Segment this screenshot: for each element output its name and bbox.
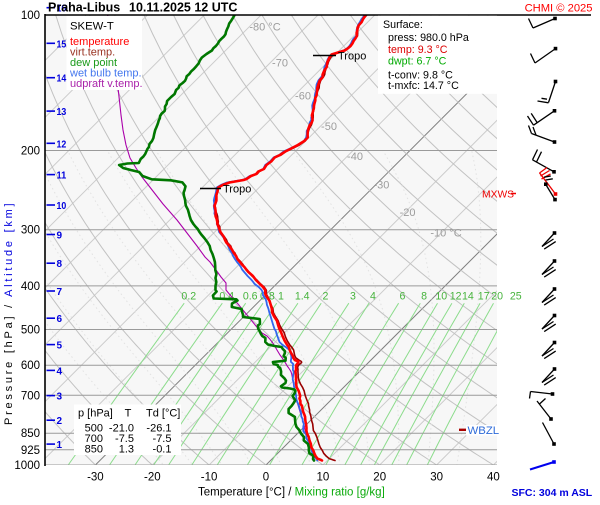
svg-text:1: 1 [278, 291, 284, 303]
svg-text:12: 12 [450, 291, 462, 303]
svg-text:-26.1: -26.1 [146, 423, 171, 435]
svg-text:4: 4 [370, 291, 376, 303]
svg-text:temperature: temperature [70, 36, 129, 48]
svg-text:10.11.2025 12 UTC: 10.11.2025 12 UTC [129, 1, 237, 15]
svg-text:-7.5: -7.5 [115, 433, 134, 445]
svg-text:-80 °C: -80 °C [249, 22, 280, 34]
svg-text:20: 20 [373, 472, 386, 484]
svg-text:30: 30 [430, 472, 443, 484]
svg-text:20: 20 [491, 291, 503, 303]
svg-text:-30: -30 [87, 472, 104, 484]
svg-text:MXWS: MXWS [482, 190, 514, 201]
svg-text:850: 850 [85, 444, 103, 456]
svg-text:7: 7 [57, 287, 63, 298]
svg-text:virt.temp.: virt.temp. [70, 47, 115, 59]
svg-text:200: 200 [21, 146, 40, 158]
svg-text:-50: -50 [321, 121, 337, 133]
svg-text:WBZL: WBZL [468, 425, 500, 437]
svg-text:-20: -20 [144, 472, 161, 484]
svg-text:8: 8 [57, 259, 63, 270]
svg-text:dew point: dew point [70, 57, 117, 69]
svg-text:700: 700 [85, 433, 103, 445]
svg-text:press: 980.0 hPa: press: 980.0 hPa [388, 32, 469, 44]
svg-text:13: 13 [57, 107, 67, 118]
svg-text:t-mxfc: 14.7 °C: t-mxfc: 14.7 °C [388, 80, 459, 92]
svg-text:10: 10 [57, 201, 67, 212]
svg-text:-30: -30 [373, 180, 389, 192]
svg-text:600: 600 [21, 360, 40, 372]
svg-text:-60: -60 [295, 91, 311, 103]
svg-text:Surface:: Surface: [383, 19, 423, 31]
svg-text:17: 17 [478, 291, 490, 303]
svg-text:300: 300 [21, 225, 40, 237]
svg-text:-21.0: -21.0 [109, 423, 134, 435]
svg-text:4: 4 [57, 366, 63, 377]
svg-text:5: 5 [57, 341, 63, 352]
svg-text:dwpt: 6.7 °C: dwpt: 6.7 °C [388, 56, 447, 68]
svg-text:1.4: 1.4 [295, 291, 310, 303]
svg-text:t-conv: 9.8 °C: t-conv: 9.8 °C [388, 70, 453, 82]
svg-text:500: 500 [85, 423, 103, 435]
svg-text:0: 0 [263, 472, 269, 484]
svg-text:temp: 9.3 °C: temp: 9.3 °C [388, 44, 448, 56]
svg-text:14: 14 [57, 74, 67, 85]
svg-text:700: 700 [21, 390, 40, 402]
svg-text:-10: -10 [201, 472, 218, 484]
svg-text:-70: -70 [272, 58, 288, 70]
svg-text:0.6: 0.6 [243, 291, 258, 303]
svg-text:-0.1: -0.1 [153, 444, 172, 456]
svg-text:-7.5: -7.5 [153, 433, 172, 445]
svg-text:10: 10 [435, 291, 447, 303]
svg-text:Tropo: Tropo [223, 184, 251, 196]
svg-text:0.2: 0.2 [181, 291, 196, 303]
svg-text:-20: -20 [400, 207, 416, 219]
svg-text:Td [°C]: Td [°C] [146, 408, 180, 420]
svg-text:10: 10 [317, 472, 330, 484]
svg-text:15: 15 [57, 39, 67, 50]
svg-text:udpraft v.temp.: udpraft v.temp. [70, 78, 143, 90]
svg-text:3: 3 [57, 392, 63, 403]
svg-text:Temperature [°C] / Mixing ra: Temperature [°C] / Mixing ratio [g/kg] [198, 487, 385, 499]
svg-text:25: 25 [510, 291, 522, 303]
svg-text:SFC: 304 m ASL: SFC: 304 m ASL [512, 487, 593, 499]
svg-text:p [hPa]: p [hPa] [78, 408, 113, 420]
svg-text:-10 °C: -10 °C [430, 227, 461, 239]
svg-text:6: 6 [400, 291, 406, 303]
svg-text:3: 3 [350, 291, 356, 303]
svg-text:Pressure [hPa] / Altitude [km]: Pressure [hPa] / Altitude [km] [3, 201, 15, 425]
svg-text:16: 16 [57, 4, 67, 15]
svg-text:400: 400 [21, 281, 40, 293]
svg-text:-40: -40 [347, 151, 363, 163]
svg-text:925: 925 [21, 445, 40, 457]
svg-text:SKEW-T: SKEW-T [70, 21, 114, 33]
svg-text:11: 11 [57, 171, 67, 182]
svg-text:T: T [125, 408, 132, 420]
svg-text:2: 2 [322, 291, 328, 303]
svg-text:850: 850 [21, 428, 40, 440]
svg-text:6: 6 [57, 314, 63, 325]
svg-text:100: 100 [21, 10, 40, 22]
svg-text:1: 1 [57, 440, 63, 451]
svg-text:8: 8 [421, 291, 427, 303]
svg-text:1.3: 1.3 [119, 444, 134, 456]
svg-text:9: 9 [57, 231, 63, 242]
svg-text:Praha-Libus: Praha-Libus [48, 1, 120, 15]
svg-text:CHMI © 2025: CHMI © 2025 [525, 3, 593, 15]
svg-text:1000: 1000 [14, 460, 40, 472]
svg-text:14: 14 [462, 291, 474, 303]
svg-text:2: 2 [57, 416, 63, 427]
svg-text:40: 40 [487, 472, 500, 484]
svg-text:500: 500 [21, 325, 40, 337]
svg-text:Tropo: Tropo [338, 51, 366, 63]
svg-text:wet bulb temp.: wet bulb temp. [69, 68, 142, 80]
svg-text:12: 12 [57, 139, 67, 150]
